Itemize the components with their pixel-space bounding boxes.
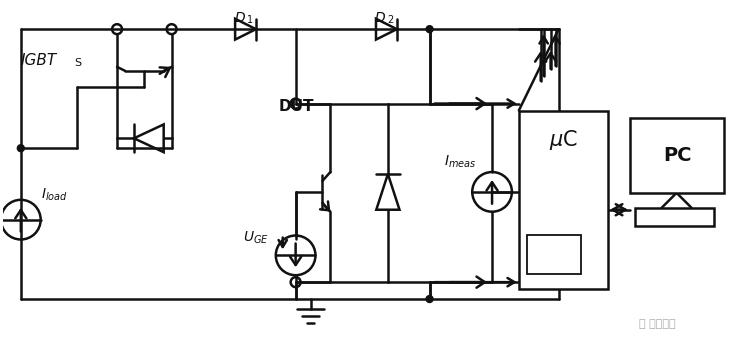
Text: DUT: DUT <box>279 99 314 114</box>
Text: $I_{load}$: $I_{load}$ <box>40 187 68 203</box>
Text: D: D <box>375 11 386 25</box>
Text: S: S <box>74 58 82 68</box>
Bar <box>519 111 608 289</box>
Circle shape <box>17 145 24 152</box>
Text: PC: PC <box>663 146 692 165</box>
Text: IGBT: IGBT <box>21 53 57 68</box>
Bar <box>630 118 724 193</box>
Text: $\mu$C: $\mu$C <box>549 128 578 152</box>
Text: $U_{GE}$: $U_{GE}$ <box>243 229 268 246</box>
Circle shape <box>426 296 433 303</box>
Text: 🐾 广东能芯: 🐾 广东能芯 <box>640 319 676 329</box>
Text: $I_{meas}$: $I_{meas}$ <box>445 154 477 170</box>
Text: D: D <box>235 11 246 25</box>
Circle shape <box>426 26 433 33</box>
Bar <box>526 234 581 274</box>
Text: 1: 1 <box>247 15 254 25</box>
Text: 2: 2 <box>387 15 393 25</box>
Bar <box>635 208 714 226</box>
